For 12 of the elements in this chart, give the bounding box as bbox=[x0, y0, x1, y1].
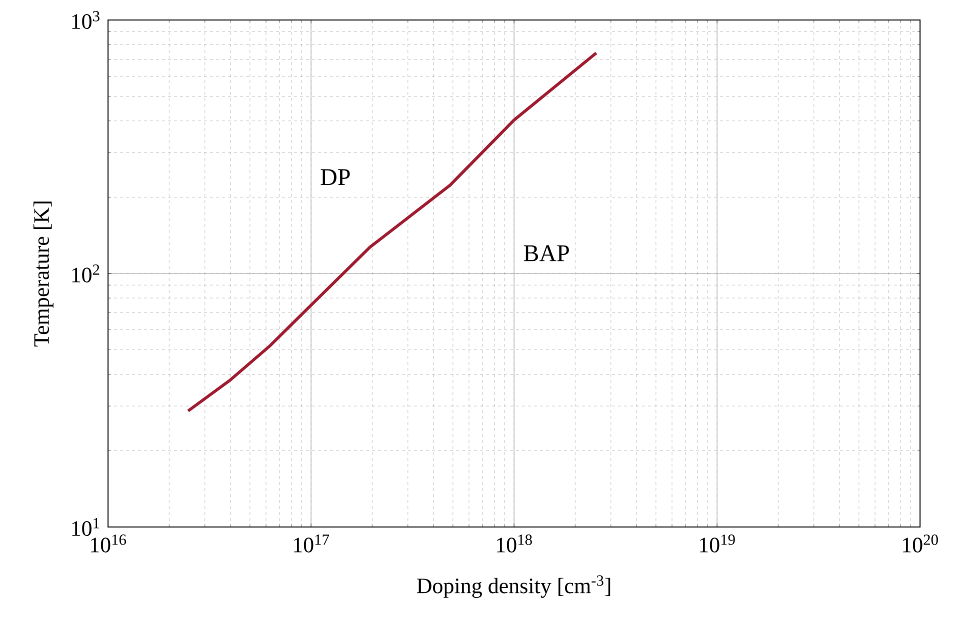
y-tick-label: 10$^{3}$ bbox=[72, 11, 100, 29]
x-tick-label: 10$^{19}$ bbox=[700, 534, 735, 552]
x-tick-label: 10$^{16}$ bbox=[91, 534, 126, 552]
x-tick-label: 10$^{18}$ bbox=[497, 534, 532, 553]
x-axis-title: Doping density [cm$^{-3}$] bbox=[416, 575, 610, 598]
x-tick-label: 10$^{20}$ bbox=[903, 534, 938, 553]
y-tick-label: 10$^{1}$ bbox=[72, 518, 100, 536]
annotation: BAP bbox=[524, 245, 569, 262]
y-axis-title: Temperature [K] bbox=[34, 202, 54, 347]
x-tick-label: 10$^{17}$ bbox=[294, 534, 330, 552]
y-tick-label: 10$^{2}$ bbox=[72, 264, 100, 282]
annotation: DP bbox=[320, 169, 350, 186]
